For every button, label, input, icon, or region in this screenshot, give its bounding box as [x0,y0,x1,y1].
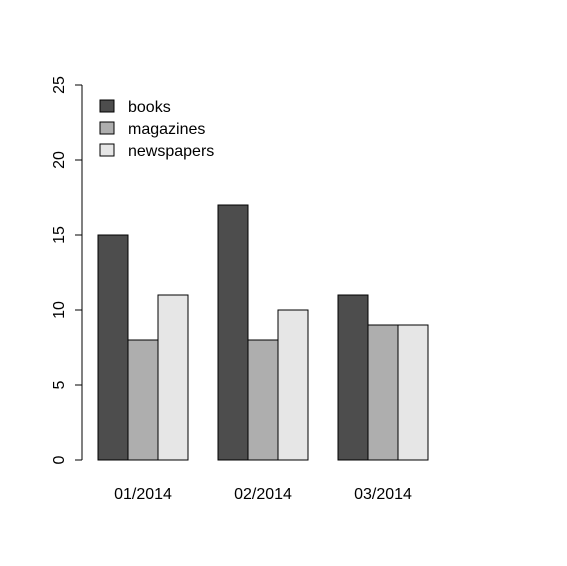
x-category-label: 03/2014 [354,486,412,503]
x-axis-labels: 01/2014 02/2014 03/2014 [114,486,412,503]
y-tick-label: 0 [51,455,68,464]
legend-label-books: books [128,99,171,116]
bar-newspapers-1 [157,294,189,461]
legend-swatch-magazines [99,121,115,135]
bar-magazines-3 [367,324,399,461]
y-axis: 0 5 10 15 20 25 [51,76,83,464]
x-category-label: 01/2014 [114,486,172,503]
bars-group [97,204,429,461]
y-tick-label: 15 [51,226,68,244]
bar-books-3 [337,294,369,461]
bar-books-2 [217,204,249,461]
legend-swatch-books [99,99,115,113]
bar-newspapers-3 [397,324,429,461]
bar-magazines-2 [247,339,279,461]
legend: books magazines newspapers [99,99,214,160]
legend-label-newspapers: newspapers [128,143,214,160]
x-category-label: 02/2014 [234,486,292,503]
bar-books-1 [97,234,129,461]
bar-magazines-1 [127,339,159,461]
y-tick-label: 5 [51,380,68,389]
y-tick-label: 10 [51,301,68,319]
legend-label-magazines: magazines [128,121,205,138]
legend-swatch-newspapers [99,143,115,157]
bar-newspapers-2 [277,309,309,461]
y-tick-label: 25 [51,76,68,94]
y-tick-label: 20 [51,151,68,169]
